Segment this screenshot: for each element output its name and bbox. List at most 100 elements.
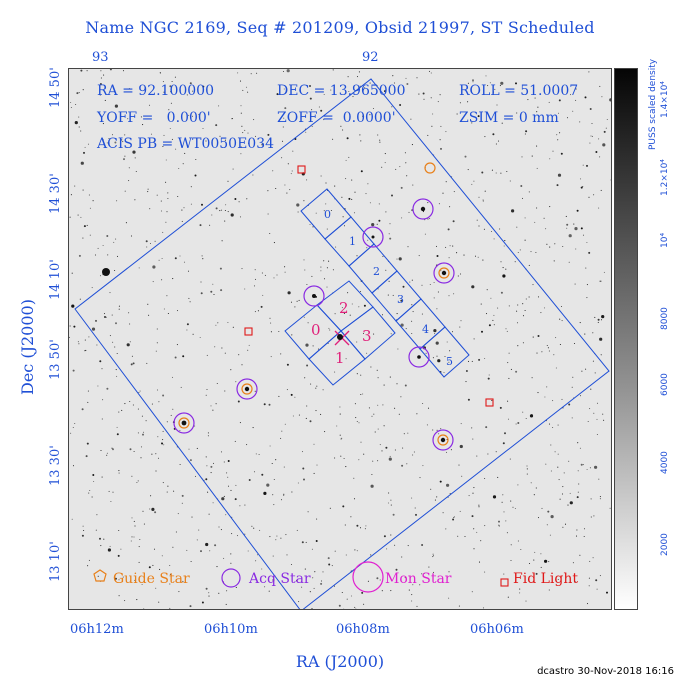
background-star [283,466,285,468]
background-star [269,445,271,447]
background-star [453,191,455,193]
background-star [600,319,603,321]
background-star [407,246,409,248]
background-star [360,140,362,142]
background-star [89,207,91,209]
background-star [519,588,521,590]
background-star [423,572,425,575]
background-star [257,310,259,312]
background-star [74,422,76,425]
background-star [95,319,97,322]
background-star [596,418,598,420]
background-star [282,126,284,128]
background-star [212,502,214,504]
background-star [597,318,600,321]
background-star [600,354,602,356]
background-star [494,88,496,90]
background-star [201,601,204,604]
background-star [398,413,400,415]
background-star [342,216,344,218]
background-star [103,538,105,540]
background-star [580,463,583,466]
background-star [422,402,424,405]
background-star [490,230,493,233]
background-star [561,493,564,495]
background-star [360,441,362,443]
background-star [429,217,431,220]
background-star [74,185,76,187]
background-star [162,439,164,441]
background-star [272,555,274,557]
background-star [111,447,113,449]
background-star [535,572,538,575]
background-star [502,274,506,278]
info-zoff: ZOFF = 0.0000' [277,110,396,126]
background-star [270,322,272,324]
background-star [490,297,492,299]
background-star [124,403,126,405]
background-star [88,492,90,494]
background-star [449,350,451,352]
guide-star-markers [178,162,450,446]
background-star [215,324,217,326]
background-star [557,173,562,177]
background-star [524,217,526,219]
background-star [500,261,502,263]
background-star [596,433,598,436]
background-star [586,241,588,244]
background-star [516,112,518,114]
background-star [564,523,567,525]
background-star [163,308,165,310]
background-star [557,112,560,114]
background-star [353,212,356,214]
background-star [316,464,318,466]
legend-acq-label: Acq Star [249,571,311,587]
background-star [580,186,583,189]
sky-image-panel: 0 1 2 3 4 5 0 2 1 3 [68,68,612,610]
background-star [605,127,607,129]
background-star [413,451,415,453]
background-star [241,364,243,366]
background-star [566,223,569,226]
background-star [404,384,407,387]
background-star [316,385,318,387]
background-star [472,492,474,494]
background-star [291,170,293,172]
background-star [550,515,554,519]
background-star [231,118,233,120]
background-star [297,482,299,484]
background-star [280,499,283,501]
background-star [593,412,595,414]
y-axis-label: Dec (J2000) [18,299,37,395]
background-star [371,473,373,476]
background-star [588,71,590,73]
background-star [205,140,207,142]
background-star [546,386,548,388]
background-star [280,353,282,355]
background-star [74,121,78,125]
background-star [77,341,79,343]
background-star [389,237,392,240]
background-star [508,377,510,379]
background-star [155,453,157,455]
background-star [536,352,538,354]
background-star [166,491,168,493]
background-star [353,498,356,500]
background-star [602,413,604,415]
background-star [160,210,163,212]
background-star [198,114,200,116]
background-star [163,91,165,93]
background-star [459,102,461,104]
background-star [221,497,225,501]
background-star [467,169,469,171]
background-star [126,343,130,347]
background-star [383,425,385,427]
background-star [421,284,423,286]
background-star [421,573,423,575]
background-star [247,550,249,552]
background-star [408,589,410,591]
background-star [379,141,381,143]
background-star [374,431,376,433]
background-star [385,269,387,271]
background-star [537,106,539,108]
